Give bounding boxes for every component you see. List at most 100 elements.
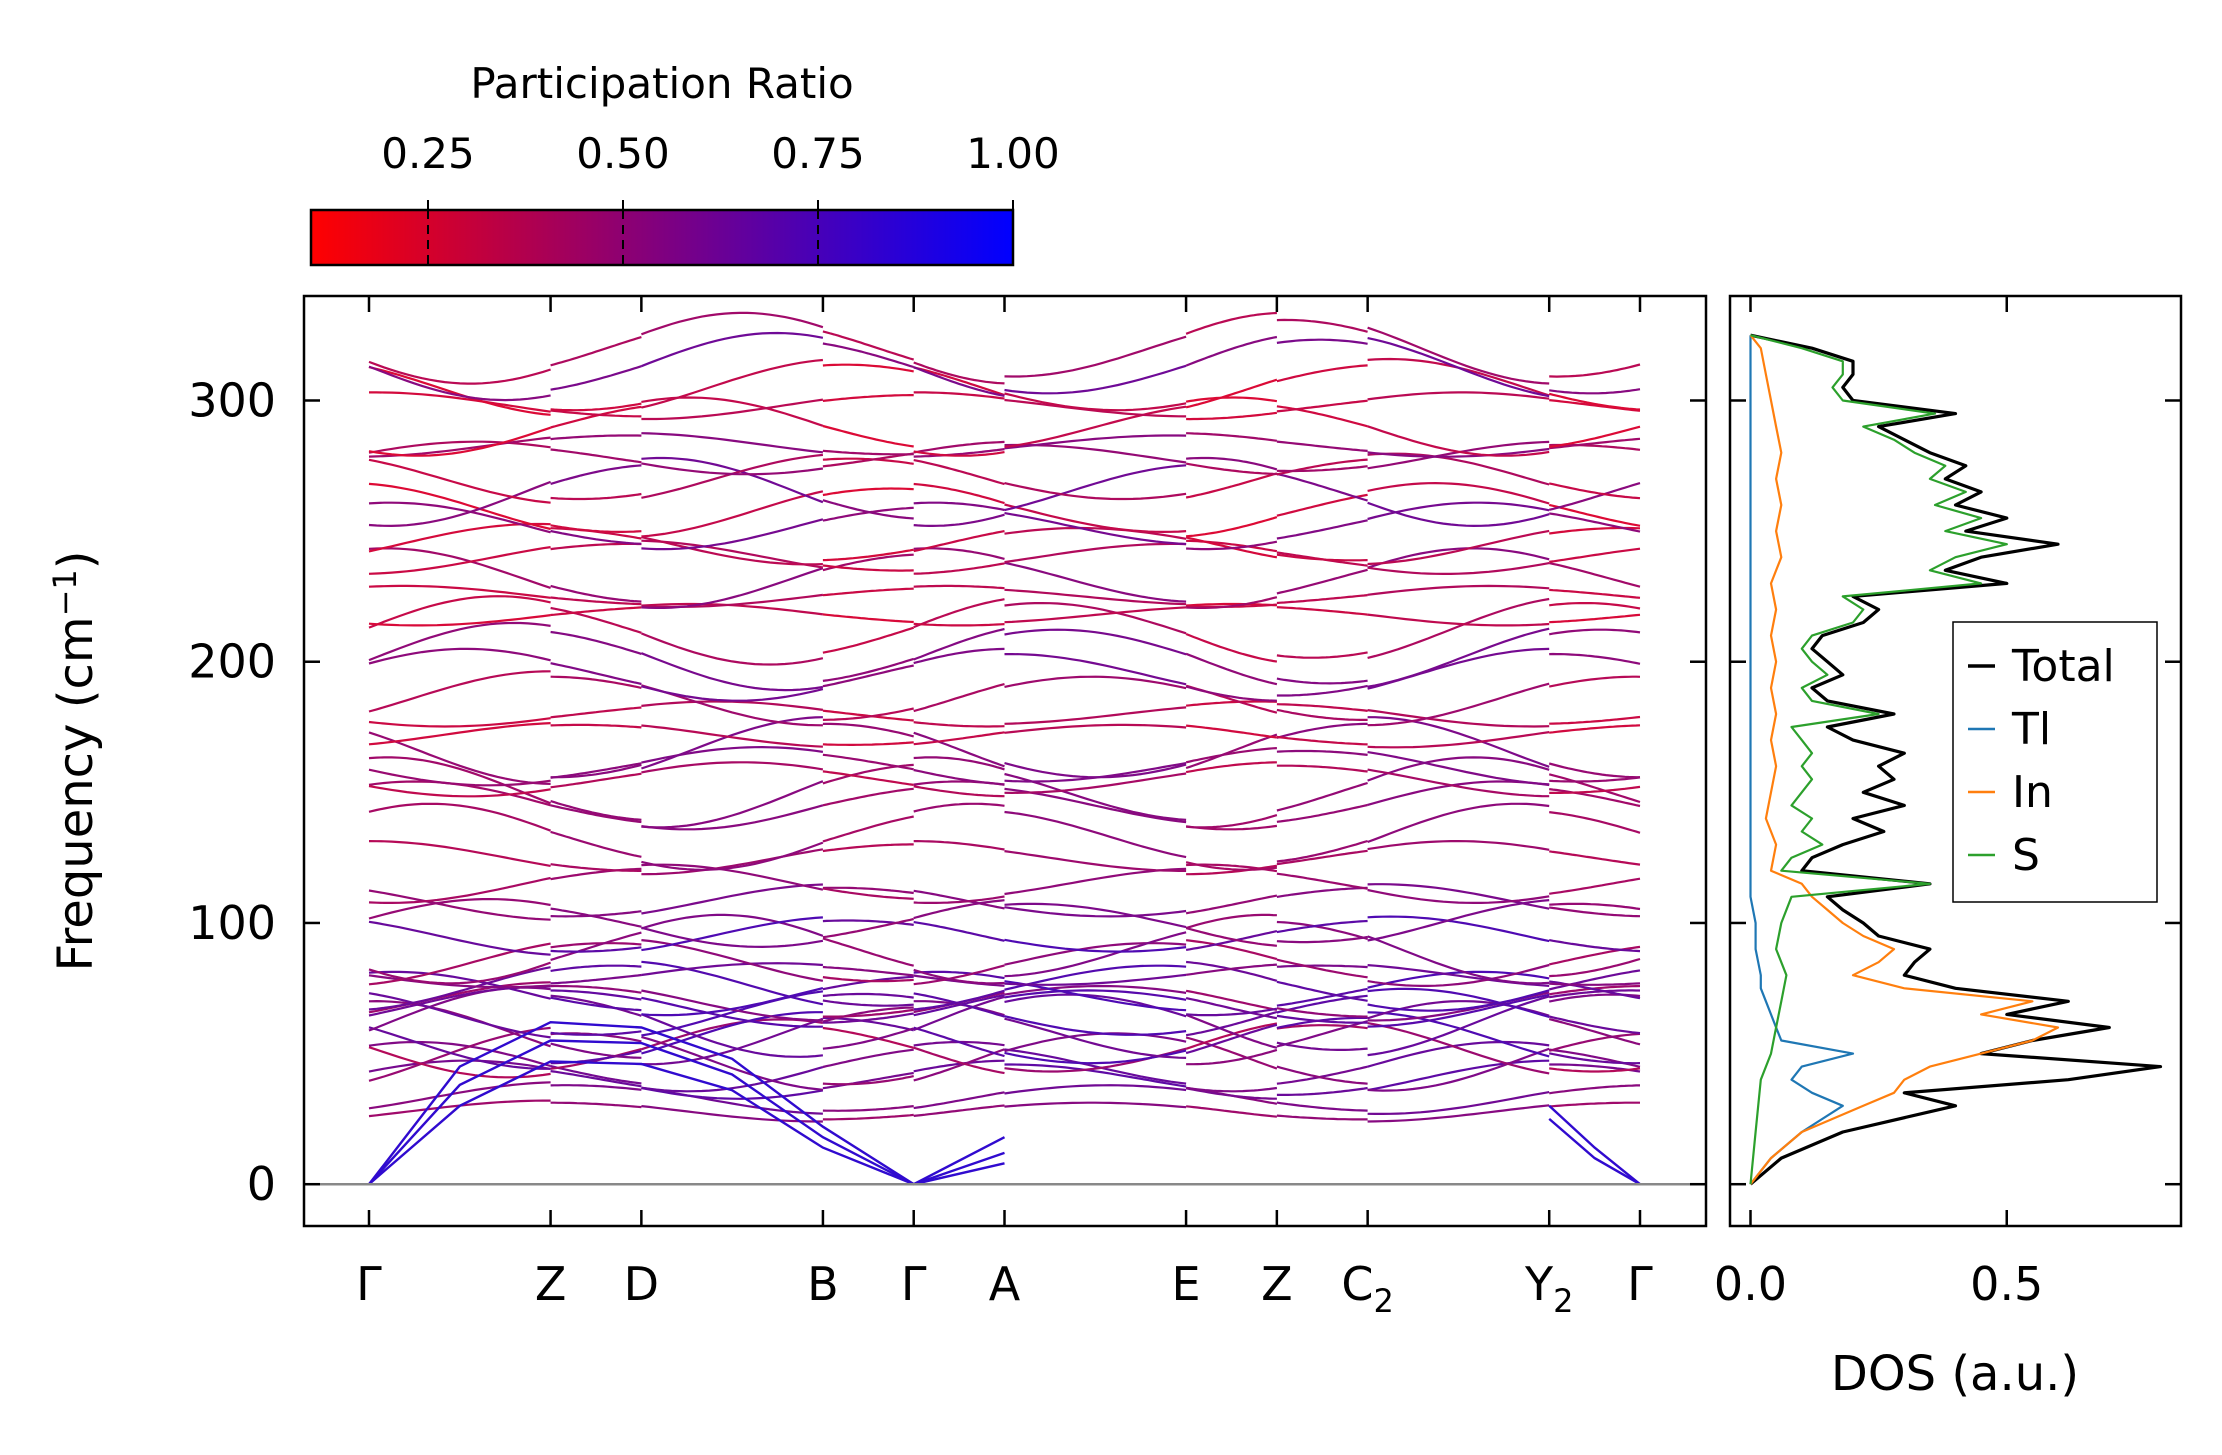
band-branch — [822, 1026, 914, 1049]
band-branch — [1548, 762, 1640, 779]
band-branch — [550, 336, 642, 367]
band-branch — [822, 363, 914, 373]
band-branch — [1367, 647, 1550, 690]
band-branch — [1276, 684, 1368, 697]
band-branch — [1185, 894, 1278, 915]
band-x-tick-label: E — [1172, 1257, 1201, 1311]
band-branch — [822, 564, 914, 572]
band-branch — [1549, 788, 1641, 808]
band-branch — [913, 1104, 1005, 1117]
band-x-ticks: Γ Z D B Γ A E Z C2 Y2 Γ — [356, 296, 1653, 1320]
band-branch — [1004, 482, 1187, 501]
band-branch — [641, 1105, 823, 1123]
band-branch — [1185, 1086, 1278, 1093]
band-branch — [550, 706, 642, 719]
band-branch — [1004, 772, 1187, 795]
band-branch — [1548, 392, 1641, 411]
band-branch — [822, 342, 915, 369]
band-branch — [1549, 715, 1641, 725]
band-branch — [641, 536, 823, 566]
band-branch — [641, 716, 823, 770]
band-branch — [913, 921, 1005, 942]
band-branch — [1276, 935, 1368, 944]
band-branch — [822, 657, 915, 682]
band-y-axis-title-sup: −1 — [46, 569, 84, 616]
band-branch — [1367, 613, 1550, 627]
band-branch — [1548, 482, 1641, 511]
band-branch — [1276, 749, 1368, 756]
band-branch — [1004, 364, 1187, 395]
band-acoustic-branch — [368, 1060, 1005, 1186]
band-branch — [1185, 1087, 1277, 1100]
band-branch — [1276, 318, 1368, 333]
band-branch — [1276, 1014, 1368, 1024]
band-branch — [1185, 1010, 1278, 1037]
band-branch — [1367, 731, 1550, 749]
band-branch — [1185, 335, 1278, 367]
band-branch — [1004, 464, 1187, 512]
band-branch — [368, 768, 551, 787]
band-branch — [550, 434, 642, 441]
band-branch — [368, 365, 551, 402]
band-branch — [1185, 1022, 1278, 1050]
dos-x-axis-title: DOS (a.u.) — [1831, 1346, 2079, 1402]
band-branch — [822, 887, 914, 900]
band-branch — [822, 770, 914, 786]
band-branch — [368, 670, 551, 713]
band-branch — [1276, 987, 1368, 1007]
band-branch — [1004, 973, 1187, 986]
band-branch — [641, 780, 824, 829]
band-branch — [640, 652, 824, 692]
dos-lines — [1749, 333, 2163, 1186]
band-branch — [368, 595, 551, 629]
band-branch — [822, 487, 914, 497]
band-branch — [1549, 1101, 1640, 1108]
band-branch — [1185, 761, 1277, 774]
band-branch — [550, 596, 642, 606]
band-branch — [822, 457, 914, 465]
band-branch — [1367, 987, 1550, 1019]
band-branch — [1276, 1007, 1368, 1018]
band-branch — [1367, 709, 1550, 728]
band-branch — [1367, 883, 1550, 910]
band-y-axis-title: Frequency (cm−1) — [46, 550, 104, 971]
band-branch — [1367, 989, 1550, 1012]
band-branch — [1276, 964, 1368, 969]
band-branch — [913, 989, 1005, 1011]
band-branch — [822, 613, 914, 624]
band-branch — [1549, 982, 1641, 986]
band-branch — [1548, 1052, 1641, 1065]
band-branch — [913, 1048, 1005, 1082]
band-branch — [1004, 1084, 1187, 1095]
band-branch — [550, 606, 642, 634]
band-branch — [1367, 756, 1550, 782]
band-branch — [913, 547, 1005, 560]
band-branch — [1276, 708, 1368, 721]
band-branch — [913, 731, 1005, 768]
band-branch — [641, 926, 824, 949]
band-branch — [368, 992, 551, 1039]
band-y-ticks: 0 100 200 300 — [188, 373, 1706, 1211]
band-branch — [1004, 405, 1187, 449]
band-branch — [640, 632, 824, 666]
band-branch — [1367, 1059, 1550, 1092]
band-branch — [641, 398, 824, 421]
band-branch — [1276, 606, 1368, 616]
band-branch — [822, 741, 914, 746]
band-branch — [369, 391, 551, 413]
band-branch — [1186, 432, 1278, 442]
band-branch — [913, 895, 1005, 904]
band-branch — [1549, 776, 1641, 783]
band-branch — [641, 456, 824, 504]
band-branch — [1549, 388, 1641, 395]
band-y-tick-label: 0 — [247, 1157, 276, 1211]
band-branch — [368, 522, 551, 553]
band-branch — [913, 756, 1005, 771]
band-branch — [822, 722, 914, 738]
band-branch — [1367, 627, 1550, 688]
band-branch — [1549, 724, 1641, 734]
band-branch — [1367, 915, 1550, 943]
band-branch — [822, 1071, 914, 1090]
band-branch — [368, 501, 551, 534]
